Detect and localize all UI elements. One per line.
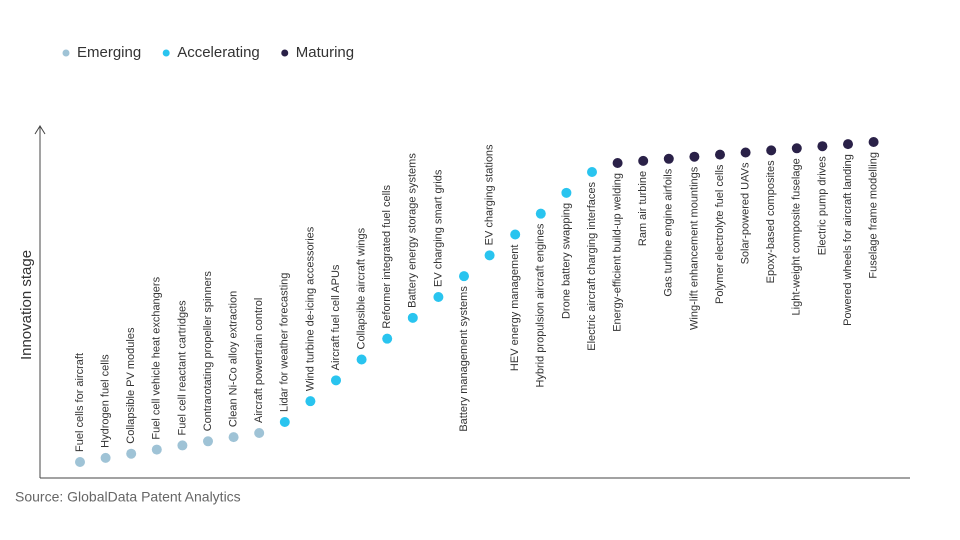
stage-dot: [817, 141, 828, 152]
stage-dot: [766, 145, 777, 156]
stage-dot: [715, 149, 725, 160]
legend-label: Emerging: [77, 44, 141, 61]
legend-label: Accelerating: [177, 44, 260, 61]
stage-dot: [126, 448, 137, 459]
item-label: Aircraft fuel cell APUs: [330, 264, 342, 370]
stage-dot: [75, 457, 85, 467]
stage-dot: [407, 312, 418, 323]
stage-dot: [203, 436, 213, 447]
stage-dot: [279, 417, 290, 427]
stage-dot: [484, 250, 495, 261]
item-label: Contrarotating propeller spinners: [202, 271, 214, 432]
item-label: EV charging smart grids: [432, 169, 444, 287]
legend-marker: [62, 49, 70, 57]
legend-marker: [281, 49, 289, 57]
item-label: Battery management systems: [458, 286, 470, 432]
stage-dot: [331, 375, 341, 386]
item-label: Energy-efficient build-up welding: [612, 173, 624, 332]
item-label: Battery energy storage systems: [407, 153, 419, 308]
stage-dot: [638, 155, 649, 166]
legend-marker: [162, 49, 170, 57]
stage-dot: [791, 143, 802, 154]
item-label: Fuel cell reactant cartridges: [176, 300, 188, 436]
item-label: Drone battery swapping: [560, 203, 572, 319]
stage-dot: [843, 139, 853, 150]
stage-dot: [740, 147, 751, 158]
item-label: Solar-powered UAVs: [740, 162, 752, 264]
stage-dot: [868, 137, 879, 147]
stage-dot: [305, 396, 316, 407]
stage-dot: [510, 229, 521, 240]
item-label: Clean Ni-Co alloy extraction: [228, 291, 240, 427]
item-label: Epoxy-based composites: [765, 160, 777, 283]
item-label: Collapsible aircraft wings: [356, 227, 368, 349]
stage-dot: [663, 153, 674, 164]
item-label: Hybrid propulsion aircraft engines: [535, 223, 547, 387]
stage-dot: [689, 151, 700, 162]
item-label: Lidar for weather forecasting: [279, 273, 291, 412]
item-label: EV charging stations: [484, 144, 496, 245]
stage-dot: [382, 333, 393, 344]
item-label: Wind turbine de-icing accessories: [304, 226, 316, 391]
item-label: Reformer integrated fuel cells: [381, 184, 393, 328]
item-label: Aircraft powertrain control: [253, 298, 265, 423]
item-label: Fuel cell vehicle heat exchangers: [151, 276, 163, 439]
stage-dot: [433, 292, 444, 302]
legend-label: Maturing: [296, 44, 354, 61]
item-label: Wing-lift enhancement mountings: [688, 166, 700, 330]
stage-dot: [459, 271, 469, 282]
stage-dot: [177, 440, 188, 451]
y-axis-label: Innovation stage: [18, 250, 35, 360]
item-label: Polymer electrolyte fuel cells: [714, 164, 726, 304]
item-label: Fuel cells for aircraft: [74, 353, 86, 452]
item-label: Hydrogen fuel cells: [100, 354, 112, 448]
stage-dot: [356, 354, 367, 365]
stage-dot: [612, 158, 623, 168]
item-label: Fuselage frame modelling: [868, 152, 880, 279]
item-label: Gas turbine engine airfoils: [663, 168, 675, 296]
stage-dot: [100, 452, 111, 463]
item-label: Ram air turbine: [637, 171, 649, 246]
y-axis-arrow: [34, 125, 46, 135]
item-label: Powered wheels for aircraft landing: [842, 154, 854, 326]
stage-dot: [535, 208, 546, 219]
stage-dot: [228, 432, 239, 443]
stage-dot: [561, 187, 572, 198]
item-label: Collapsible PV modules: [125, 327, 137, 444]
stage-dot: [587, 167, 597, 177]
stage-dot: [151, 444, 162, 455]
item-label: Electric pump drives: [816, 156, 828, 256]
source: Source: GlobalData Patent Analytics: [15, 489, 241, 505]
item-label: Light-weight composite fuselage: [791, 158, 803, 315]
item-label: Electric aircraft charging interfaces: [586, 182, 598, 351]
stage-dot: [254, 428, 265, 438]
item-label: HEV energy management: [509, 245, 521, 372]
